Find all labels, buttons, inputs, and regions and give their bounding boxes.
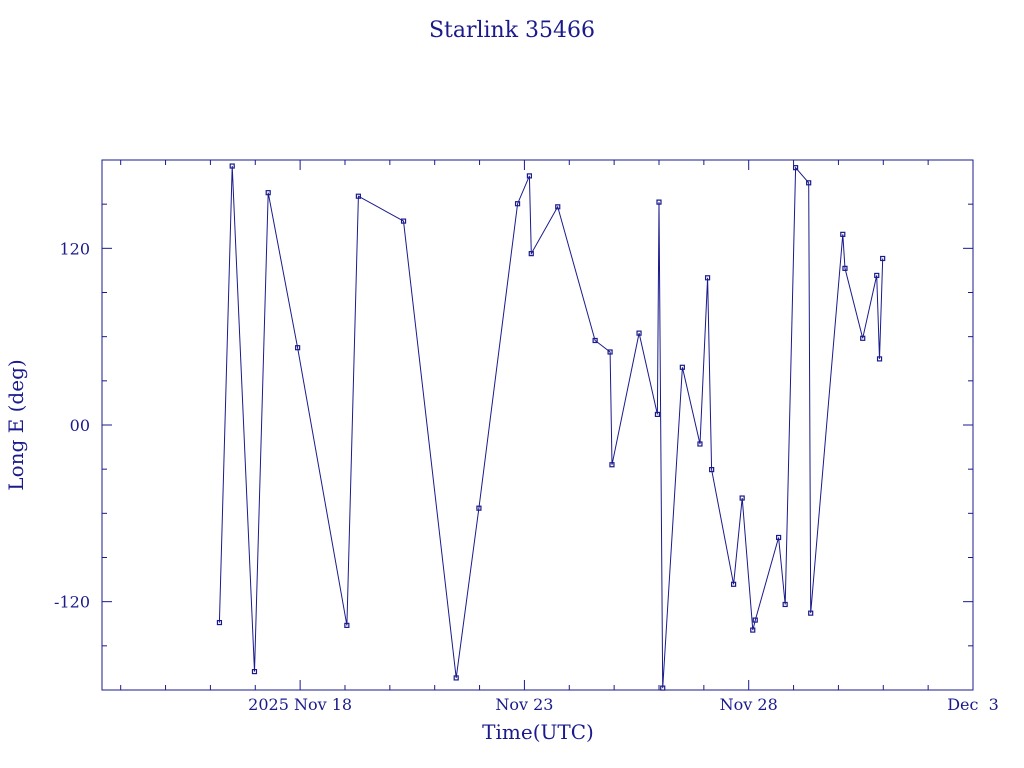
data-point <box>344 622 350 628</box>
data-point <box>514 201 521 207</box>
data-point <box>355 193 361 199</box>
y-tick-labels: 120 00 -120 <box>54 239 90 611</box>
data-point <box>656 199 662 205</box>
data-point <box>636 330 642 336</box>
data-point <box>842 265 848 271</box>
data-point <box>295 345 301 351</box>
data-point <box>709 467 715 473</box>
y-tick-label: -120 <box>54 593 90 612</box>
data-point <box>806 180 812 186</box>
data-point <box>607 349 613 355</box>
x-tick-label: Dec 3 <box>947 695 999 714</box>
x-axis-label: Time(UTC) <box>482 720 594 744</box>
data-point <box>528 251 534 257</box>
data-point <box>654 411 661 417</box>
data-point <box>750 627 756 633</box>
axis-ticks <box>102 159 974 691</box>
data-point <box>400 218 407 224</box>
x-tick-labels: 2025 Nov 18 Nov 23 Nov 28 Dec 3 <box>248 695 999 714</box>
x-tick-label: Nov 23 <box>495 695 553 714</box>
data-point <box>526 173 533 179</box>
x-tick-label: Nov 28 <box>720 695 778 714</box>
series-longitude <box>218 165 884 689</box>
data-point <box>860 335 866 341</box>
data-point <box>251 668 258 675</box>
data-point <box>660 685 666 691</box>
data-point <box>840 231 846 237</box>
data-point <box>739 495 745 501</box>
data-point <box>679 364 685 370</box>
chart-title: Starlink 35466 <box>429 18 595 43</box>
data-point <box>808 610 814 616</box>
data-point <box>880 255 886 262</box>
data-point <box>453 675 459 681</box>
data-point <box>476 505 482 511</box>
series-markers <box>216 163 886 691</box>
data-point <box>776 534 782 541</box>
data-point <box>265 190 271 196</box>
data-point <box>792 165 799 171</box>
data-point <box>216 619 223 626</box>
data-point <box>609 462 615 468</box>
data-point <box>229 163 235 169</box>
data-point <box>730 581 737 587</box>
data-point <box>874 272 880 279</box>
data-point <box>704 275 711 281</box>
series-line <box>218 165 884 689</box>
data-point <box>876 356 883 362</box>
data-point <box>697 441 703 447</box>
data-point <box>752 617 758 623</box>
y-tick-label: 120 <box>59 239 90 258</box>
data-point <box>555 204 561 210</box>
data-point <box>782 601 788 608</box>
y-tick-label: 00 <box>70 416 90 435</box>
x-tick-label: 2025 Nov 18 <box>248 695 352 714</box>
data-point <box>592 337 598 344</box>
y-axis-label: Long E (deg) <box>4 359 28 490</box>
